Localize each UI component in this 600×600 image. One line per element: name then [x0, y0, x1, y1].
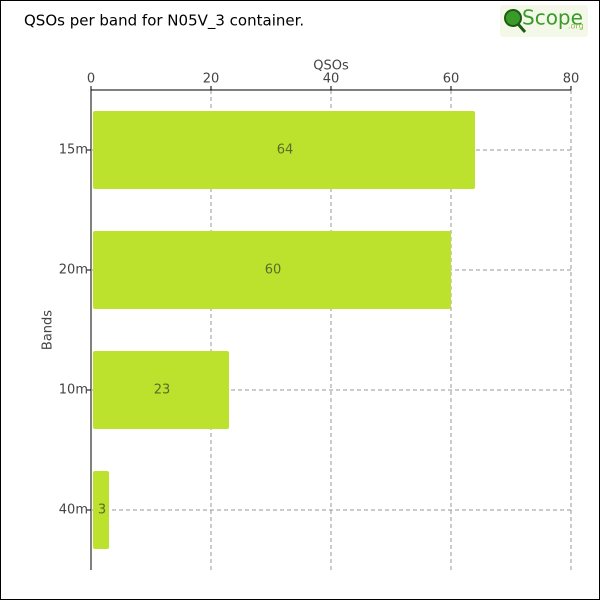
logo-icon-handle [516, 23, 527, 33]
logo: Scope .org [500, 5, 588, 37]
x-tick-label: 80 [563, 72, 580, 87]
logo-text: Scope [522, 6, 583, 30]
x-axis-label: QSOs [313, 59, 349, 74]
x-tick-label: 20 [203, 72, 220, 87]
logo-suffix: .org [568, 22, 584, 31]
value-label: 3 [98, 503, 106, 518]
chart-title: QSOs per band for N05V_3 container. [24, 12, 304, 31]
x-tick-label: 0 [87, 72, 95, 87]
y-tick-label: 10m [59, 383, 88, 398]
y-tick-label: 20m [59, 263, 88, 278]
bar [93, 231, 451, 309]
value-label: 64 [277, 143, 294, 158]
y-tick-label: 15m [59, 143, 88, 158]
logo-icon [504, 9, 522, 27]
bar [93, 471, 109, 549]
value-label: 60 [265, 263, 282, 278]
value-label: 23 [154, 383, 171, 398]
x-tick-label: 40 [323, 72, 340, 87]
bar [93, 111, 475, 189]
bar [93, 351, 229, 429]
y-tick-label: 40m [59, 503, 88, 518]
y-axis-label: Bands [41, 310, 56, 350]
x-tick-label: 60 [443, 72, 460, 87]
